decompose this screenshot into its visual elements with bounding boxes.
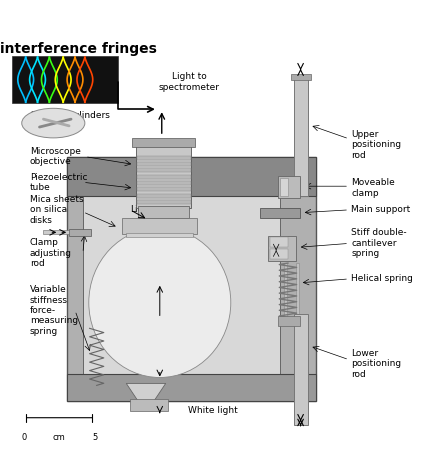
- Bar: [130, 399, 168, 411]
- Bar: [291, 74, 311, 80]
- Bar: [280, 179, 288, 196]
- Text: Piezoelectric
tube: Piezoelectric tube: [30, 172, 87, 192]
- Bar: [137, 194, 190, 198]
- Text: Mica sheets
on silica
disks: Mica sheets on silica disks: [30, 195, 83, 225]
- Text: Crossed cylinders
geometry: Crossed cylinders geometry: [30, 112, 110, 131]
- Bar: [137, 200, 190, 204]
- Bar: [67, 157, 316, 196]
- Bar: [137, 162, 190, 166]
- Text: Helical spring: Helical spring: [351, 275, 413, 284]
- Bar: [67, 374, 316, 401]
- Text: 0: 0: [21, 433, 26, 442]
- Bar: [122, 218, 197, 234]
- Bar: [137, 156, 190, 160]
- Bar: [67, 157, 316, 401]
- Text: Clamp
adjusting
rod: Clamp adjusting rod: [30, 238, 71, 268]
- Bar: [137, 181, 190, 185]
- Bar: [12, 56, 118, 103]
- Bar: [268, 236, 296, 261]
- Bar: [137, 187, 190, 191]
- Bar: [270, 237, 288, 247]
- Polygon shape: [126, 383, 166, 401]
- Bar: [132, 138, 195, 147]
- Bar: [137, 169, 190, 172]
- Bar: [69, 229, 91, 236]
- Bar: [126, 233, 193, 237]
- Bar: [296, 263, 299, 320]
- Text: White light: White light: [188, 406, 238, 415]
- Bar: [136, 145, 191, 208]
- Bar: [270, 249, 288, 259]
- Ellipse shape: [22, 108, 85, 138]
- Text: cm: cm: [53, 433, 66, 442]
- Bar: [137, 175, 190, 179]
- Ellipse shape: [89, 227, 231, 377]
- Bar: [44, 230, 69, 234]
- Text: interference fringes: interference fringes: [0, 42, 157, 56]
- Text: Variable
stiffness
force-
measuring
spring: Variable stiffness force- measuring spri…: [30, 285, 78, 336]
- Bar: [261, 208, 300, 218]
- Text: Microscope
objective: Microscope objective: [30, 147, 80, 166]
- Bar: [138, 206, 190, 218]
- Text: Main support: Main support: [351, 205, 410, 214]
- Bar: [294, 314, 308, 425]
- Text: Liquid: Liquid: [130, 205, 158, 214]
- Bar: [284, 263, 287, 320]
- Text: Stiff double-
cantilever
spring: Stiff double- cantilever spring: [351, 228, 407, 258]
- Text: Upper
positioning
rod: Upper positioning rod: [351, 130, 401, 160]
- Bar: [278, 317, 300, 326]
- Text: 5: 5: [92, 433, 97, 442]
- Text: Lower
positioning
rod: Lower positioning rod: [351, 349, 401, 379]
- Bar: [83, 176, 280, 393]
- Text: Light to
spectrometer: Light to spectrometer: [159, 72, 220, 91]
- Bar: [278, 176, 300, 198]
- Bar: [294, 78, 308, 196]
- Text: Moveable
clamp: Moveable clamp: [351, 179, 395, 198]
